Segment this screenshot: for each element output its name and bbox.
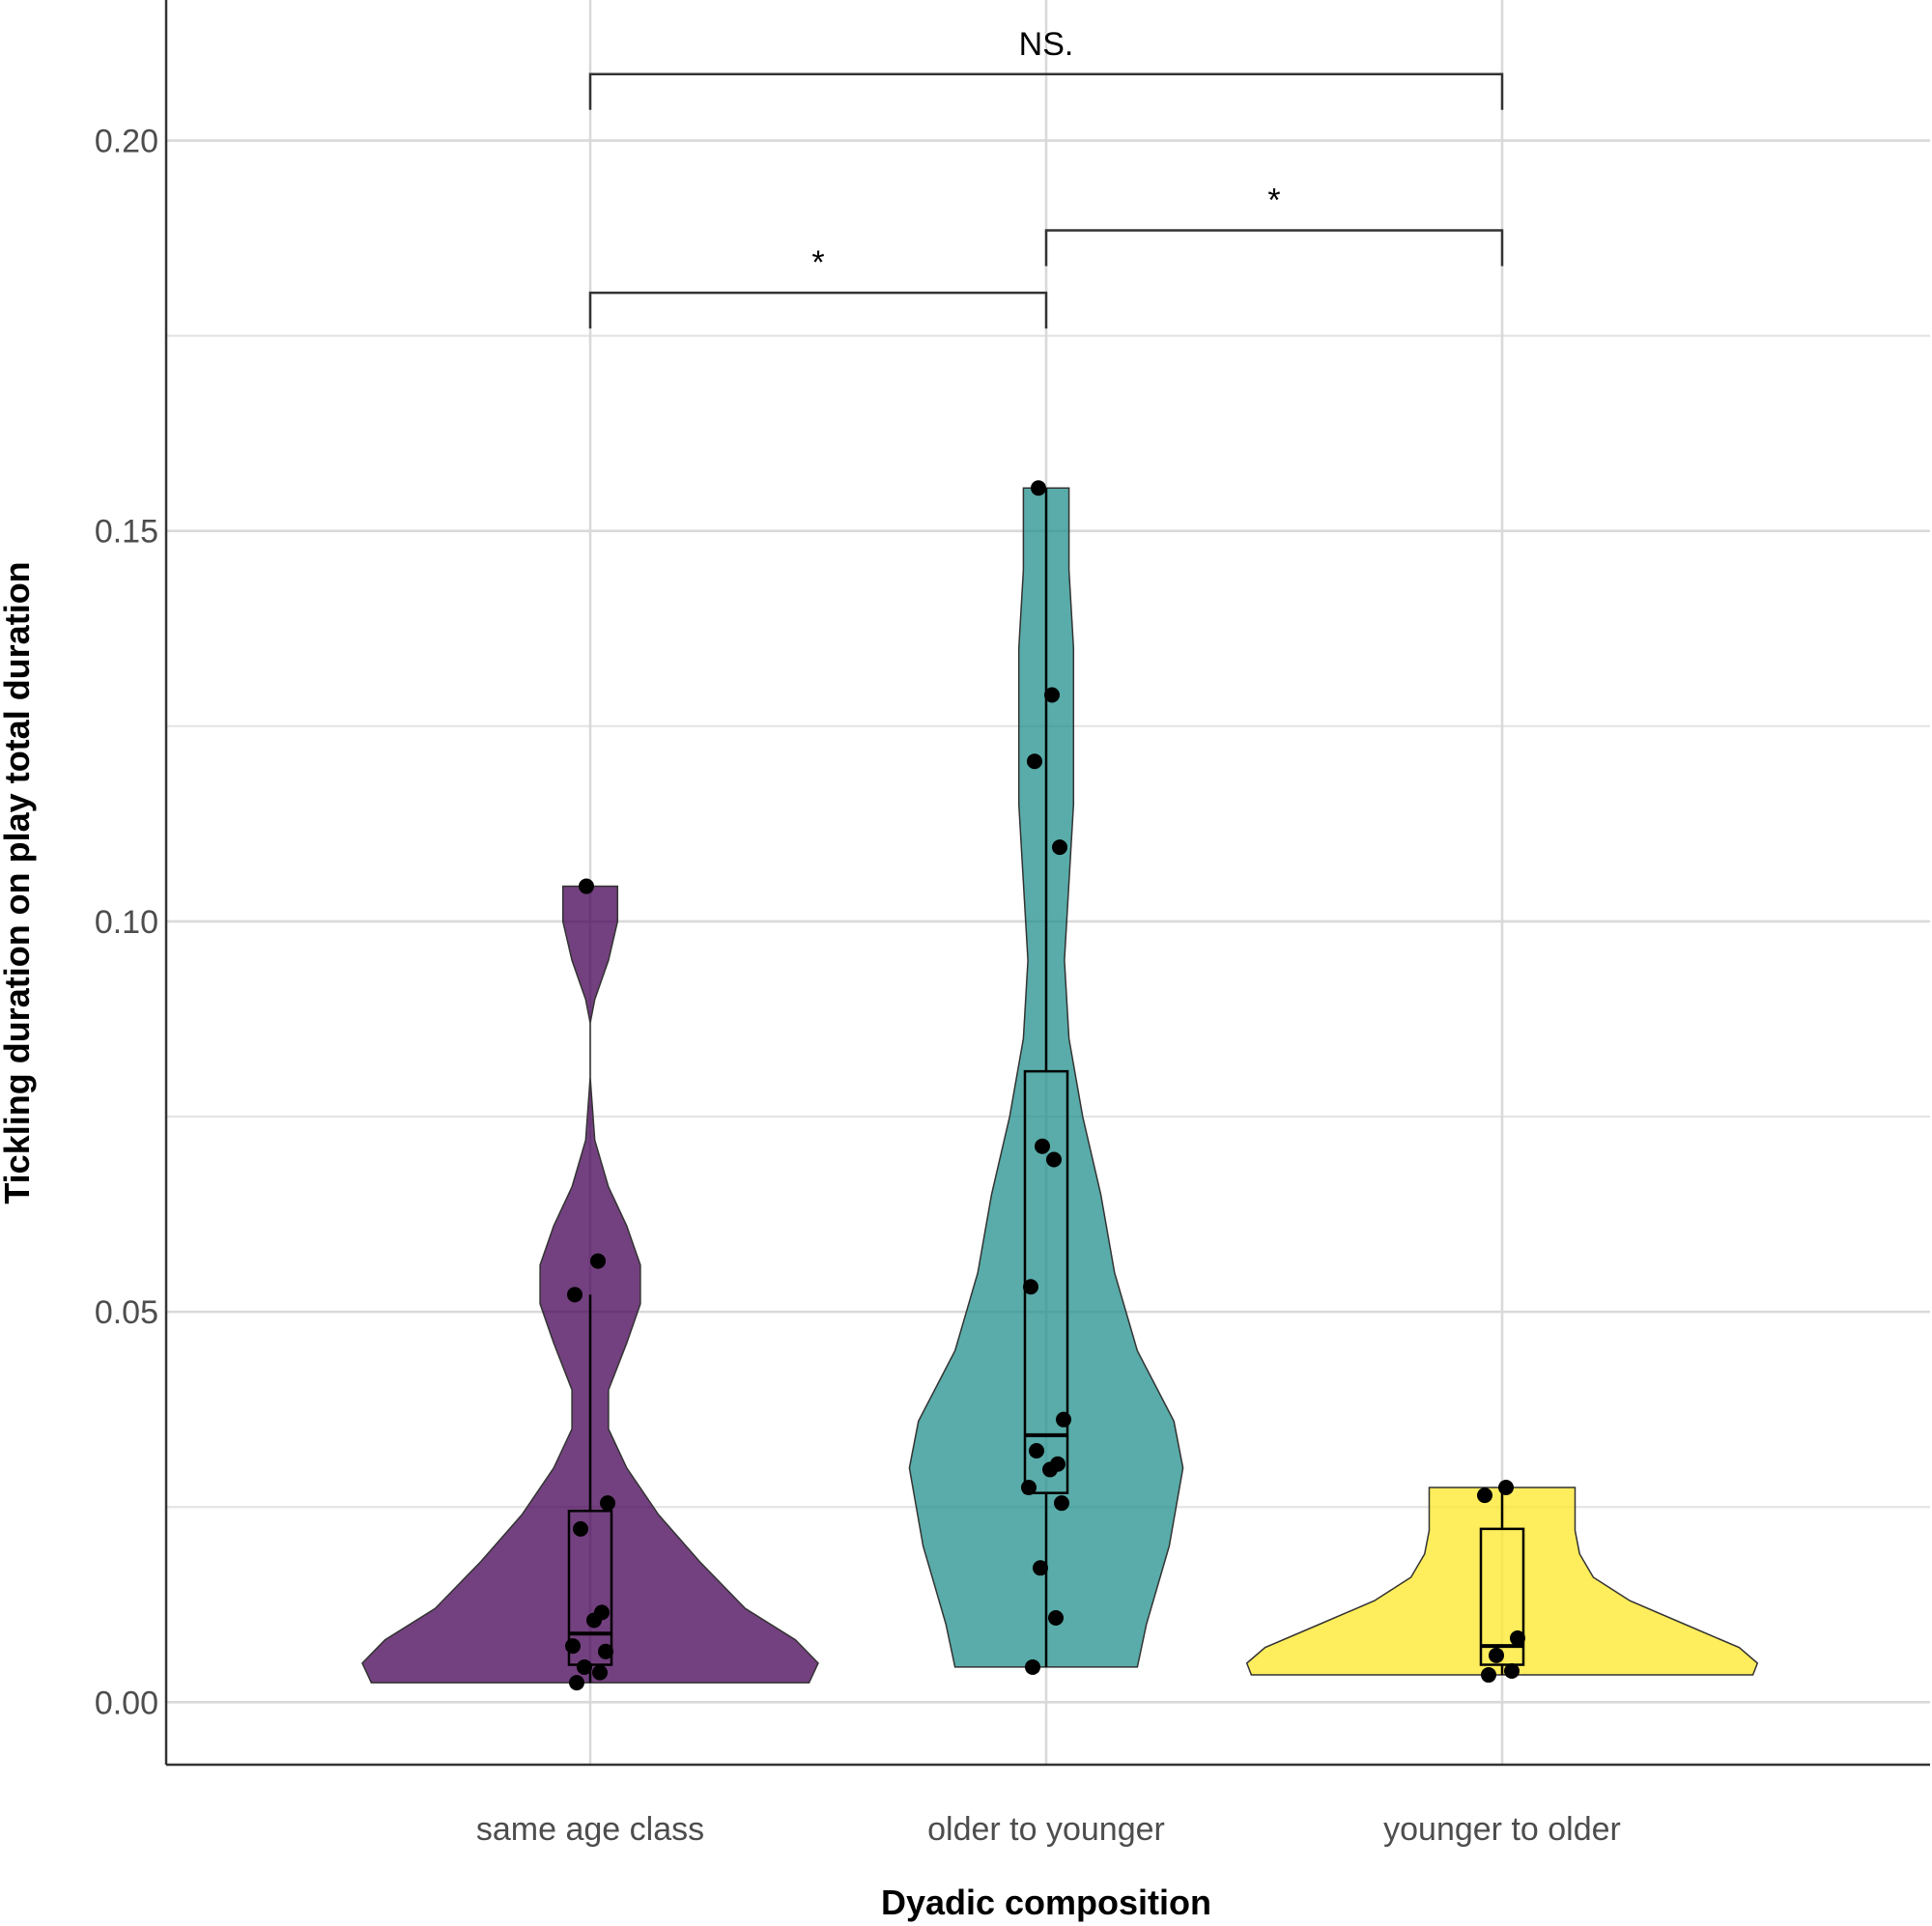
data-point: [1052, 839, 1067, 856]
data-point: [1489, 1647, 1504, 1663]
comparison-bracket: [588, 291, 1048, 329]
violin-1: [908, 487, 1184, 1668]
box: [1479, 1527, 1525, 1666]
x-tick-labels: same age class older to younger younger to…: [476, 1811, 1621, 1848]
x-tick-label: older to younger: [927, 1811, 1165, 1848]
data-point: [1046, 1151, 1062, 1168]
x-axis-title: Dyadic composition: [881, 1883, 1211, 1922]
data-point: [1023, 1279, 1038, 1295]
data-point: [1054, 1495, 1069, 1512]
comparison-bracket: [588, 72, 1504, 110]
data-point: [1498, 1480, 1514, 1496]
data-point: [598, 1643, 613, 1659]
axes: [164, 0, 1930, 1767]
y-tick-label: 0.00: [95, 1685, 158, 1721]
data-point: [1033, 1560, 1048, 1576]
data-point: [565, 1638, 581, 1655]
data-point: [594, 1604, 610, 1621]
data-point: [1477, 1487, 1492, 1504]
data-point: [1021, 1480, 1037, 1496]
data-point: [567, 1287, 582, 1303]
comparison-bracket: [1044, 229, 1504, 267]
y-tick-label: 0.20: [95, 124, 158, 160]
significance-label: NS.: [1019, 26, 1074, 63]
x-tick-label: younger to older: [1383, 1811, 1621, 1848]
y-tick-label: 0.15: [95, 514, 158, 551]
boxplots: [567, 488, 1525, 1684]
data-points: [565, 480, 1525, 1691]
significance-label: *: [1267, 182, 1280, 218]
data-point: [1025, 1658, 1040, 1675]
violin-0: [361, 885, 819, 1684]
data-point: [1481, 1667, 1496, 1684]
data-point: [577, 1658, 592, 1675]
data-point: [1044, 687, 1060, 703]
data-point: [1510, 1630, 1525, 1647]
data-point: [1027, 753, 1042, 770]
data-point: [1048, 1610, 1064, 1627]
data-point: [1035, 1138, 1050, 1154]
y-tick-label: 0.10: [95, 904, 158, 941]
x-tick-label: same age class: [476, 1811, 704, 1848]
significance-label: *: [811, 244, 824, 281]
data-point: [600, 1495, 615, 1512]
data-point: [569, 1675, 584, 1691]
data-point: [592, 1664, 608, 1681]
data-point: [1029, 1443, 1044, 1459]
data-point: [1050, 1456, 1065, 1472]
data-point: [1031, 480, 1046, 496]
data-point: [1056, 1411, 1071, 1428]
data-point: [579, 878, 594, 894]
violins: [361, 487, 1759, 1684]
data-point: [590, 1253, 606, 1269]
data-point: [573, 1520, 588, 1537]
violin-2: [1245, 1487, 1759, 1676]
data-point: [1504, 1662, 1520, 1679]
y-tick-label: 0.05: [95, 1294, 158, 1331]
y-tick-labels: 0.00 0.05 0.10 0.15 0.20: [95, 124, 158, 1722]
y-axis-title: Tickling duration on play total duration: [0, 561, 37, 1204]
significance-brackets: * * NS.: [588, 26, 1504, 329]
